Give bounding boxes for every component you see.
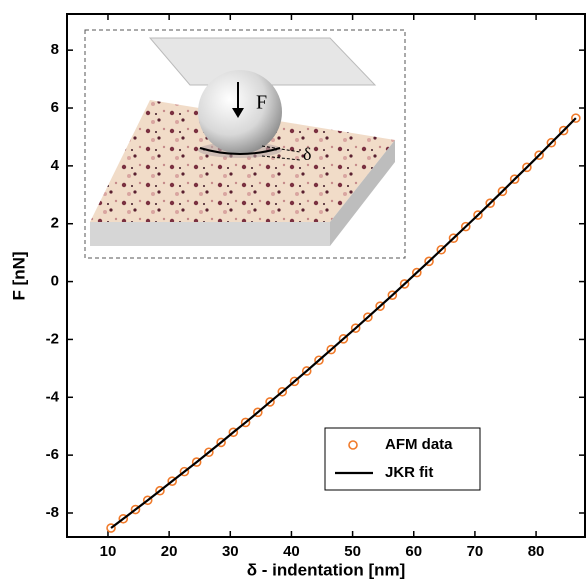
force-arrow-head: [232, 108, 244, 118]
x-tick-label: 10: [100, 543, 117, 560]
data-point: [179, 466, 190, 477]
sample-side: [90, 222, 330, 246]
cantilever: [148, 37, 377, 86]
x-tick-label: 30: [222, 543, 239, 560]
plot-frame: [66, 13, 586, 538]
data-point: [301, 366, 312, 376]
contact: [199, 147, 281, 155]
legend: AFM data JKR fit: [324, 427, 481, 491]
indent-line: [261, 145, 301, 153]
data-point: [485, 198, 496, 208]
x-tick-label: 20: [161, 543, 178, 560]
y-tick-label: 0: [51, 273, 59, 290]
data-point: [534, 150, 544, 160]
data-point: [387, 290, 398, 300]
data-point: [363, 312, 373, 322]
sample-surface: [90, 100, 395, 222]
legend-label: JKR fit: [385, 464, 433, 481]
data-point: [265, 397, 275, 407]
data-point: [424, 256, 434, 267]
x-tick-label: 50: [344, 543, 361, 560]
inset: F δ: [84, 29, 406, 259]
data-point: [375, 301, 385, 311]
data-point: [118, 513, 129, 524]
data-point: [228, 427, 239, 438]
x-tick-label: 80: [528, 543, 545, 560]
y-tick-label: 6: [51, 99, 59, 116]
data-point: [509, 174, 520, 184]
legend-box: [324, 427, 481, 491]
data-point: [558, 125, 569, 136]
data-point: [338, 334, 349, 344]
data-point: [204, 447, 214, 458]
indent-line: [261, 155, 301, 161]
y-tick-label: -4: [46, 388, 60, 405]
data-point: [142, 495, 153, 506]
data-point: [522, 162, 532, 173]
data-point: [399, 279, 410, 289]
data-point: [289, 376, 300, 387]
y-tick-label: -6: [46, 446, 59, 463]
data-point: [277, 386, 288, 397]
data-point: [350, 323, 361, 333]
fit-line: [110, 117, 577, 529]
data-point: [473, 210, 483, 220]
data-point: [314, 355, 324, 366]
data-point: [448, 233, 459, 243]
data-point: [436, 244, 447, 255]
y-tick-label: 4: [51, 157, 60, 174]
data-point: [155, 485, 165, 496]
y-tick-label: 2: [51, 215, 59, 232]
x-tick-label: 70: [467, 543, 484, 560]
data-point: [546, 137, 557, 148]
data-point: [253, 407, 263, 418]
y-tick-label: -2: [46, 330, 59, 347]
sample-side: [330, 140, 395, 246]
data-point: [571, 113, 581, 123]
x-tick-label: 60: [405, 543, 422, 560]
data-point: [130, 504, 141, 515]
data-point: [497, 186, 508, 197]
legend-marker: [348, 440, 358, 450]
y-tick-label: -8: [46, 504, 59, 521]
data-point: [326, 344, 336, 355]
data-point: [412, 267, 422, 278]
data-point: [191, 457, 202, 467]
data-point: [106, 523, 116, 533]
force-label: F: [256, 92, 267, 114]
data-point: [240, 417, 251, 428]
data-point: [167, 476, 177, 486]
legend-label: AFM data: [385, 436, 453, 453]
data-point: [216, 437, 226, 448]
data-point: [460, 221, 471, 232]
x-tick-label: 40: [283, 543, 300, 560]
x-axis-label: δ - indentation [nm]: [247, 560, 406, 579]
indent-label: δ: [303, 144, 311, 164]
y-tick-label: 8: [51, 41, 59, 58]
y-axis-label: F [nN]: [9, 251, 28, 300]
